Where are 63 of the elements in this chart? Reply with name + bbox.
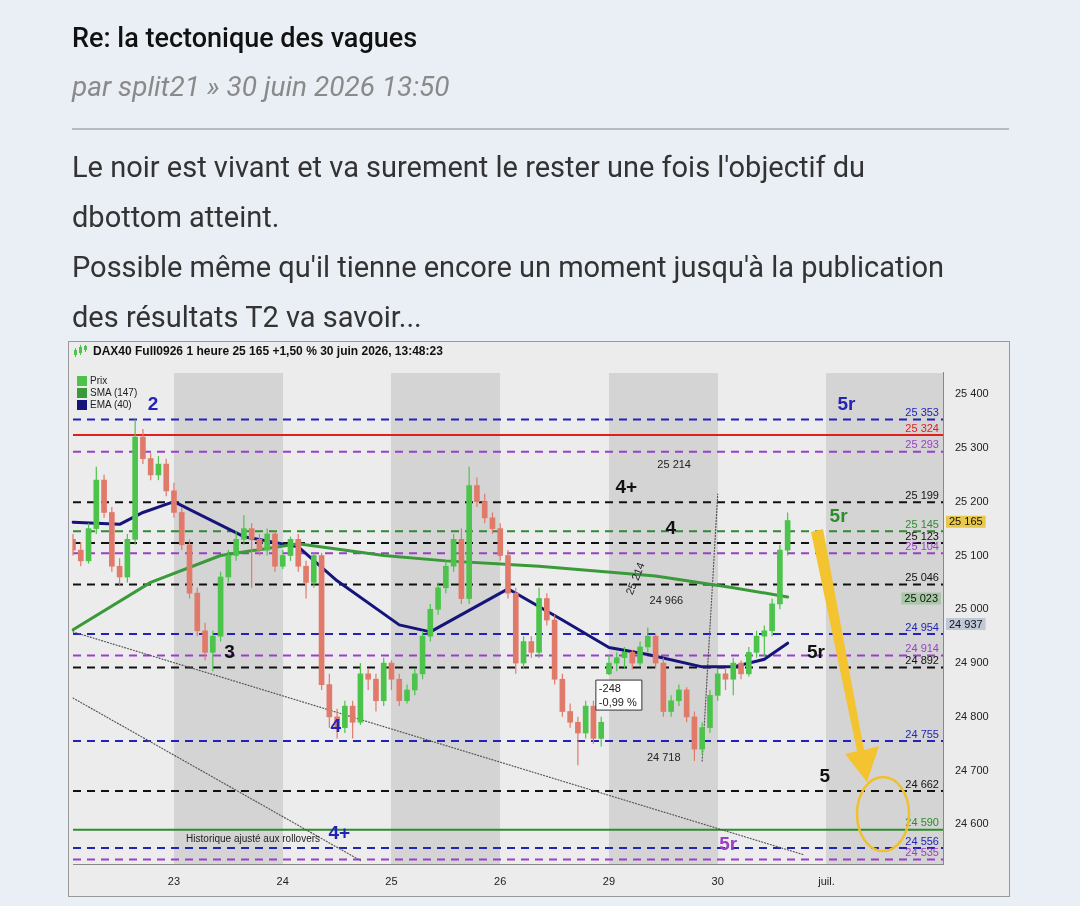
x-tick-label: 26 [494, 875, 507, 888]
annotation: -0,99 % [598, 696, 637, 709]
ref-line-label: 25 199 [905, 488, 939, 501]
annotation: 25 023 [904, 592, 939, 605]
candlestick [427, 603, 434, 643]
legend-label: Prix [90, 374, 108, 387]
y-tick-label: 25 100 [955, 548, 989, 561]
annotation: 5r [807, 641, 826, 663]
ref-line-label: 24 556 [905, 834, 939, 847]
candlestick [528, 635, 535, 659]
ref-line-label: 24 662 [905, 777, 939, 790]
annotation: 25 214 [657, 458, 691, 471]
ref-line-label: 24 892 [905, 653, 939, 666]
annotation: 4+ [615, 475, 638, 497]
text: Possible même qu'il tienne encore un moment jusqu'à la publication des résultats T2 va savoir... [72, 249, 946, 336]
y-tick-label: 25 300 [955, 440, 989, 453]
ref-line-label: 24 914 [905, 642, 939, 655]
ref-line-label: 25 104 [905, 539, 939, 552]
x-tick-label: juil. [817, 875, 835, 888]
y-tick-label: 25 000 [955, 602, 989, 615]
legend-label: EMA (40) [90, 398, 132, 411]
candlestick [295, 533, 302, 573]
ref-line-label: 25 046 [905, 571, 939, 584]
ref-line-label: 24 755 [905, 727, 939, 740]
ref-line-label: 25 324 [905, 421, 939, 434]
annotation: -248 [598, 682, 621, 695]
annotation: 5r [837, 393, 857, 415]
annotation: 2 [147, 393, 159, 415]
text: Le noir est vivant et va surement le rester une fois l'objectif du dbottom atteint. [72, 149, 867, 236]
annotation: 24 718 [646, 750, 681, 763]
chart-subtitle: par split21 » 30 juin 2026 13:50 [72, 70, 450, 103]
ref-line-label: 24 535 [905, 845, 939, 858]
x-tick-label: 25 [385, 875, 398, 888]
annotation: 5 [819, 764, 831, 786]
annotation: 4 [330, 714, 342, 736]
annotation: 24 966 [649, 593, 684, 606]
y-tick-label: 24 800 [955, 709, 989, 722]
ref-line-label: 25 353 [905, 405, 939, 418]
text: 24 937 [949, 617, 983, 630]
legend-label: SMA (147) [90, 386, 138, 399]
y-tick-label: 25 400 [955, 387, 989, 400]
x-tick-label: 30 [711, 875, 724, 888]
y-tick-label: 25 200 [955, 494, 989, 507]
ref-line-label: 24 954 [905, 620, 939, 633]
chart-title: Re: la tectonique des vagues [72, 22, 418, 54]
annotation: 25 214 [623, 560, 647, 597]
y-tick-label: 24 900 [955, 656, 989, 669]
annotation: 4 [665, 516, 677, 538]
ref-line-label: 25 293 [905, 438, 939, 451]
candlestick [310, 552, 317, 589]
x-tick-label: 23 [167, 875, 181, 888]
annotation: Historique ajusté aux rollovers [186, 832, 321, 844]
x-tick-label: 24 [276, 875, 289, 888]
text: DAX40 Full0926 1 heure 25 165 +1,50 % 30 juin 2026, 13:48:23 [93, 344, 443, 358]
y-tick-label: 24 600 [955, 817, 989, 830]
candlestick [279, 549, 286, 570]
ref-line-label: 25 123 [905, 529, 939, 542]
x-tick-label: 29 [602, 875, 616, 888]
ref-line-label: 25 145 [905, 517, 939, 530]
annotation: 5r [829, 505, 849, 527]
y-tick-label: 24 700 [955, 763, 989, 776]
text: 25 165 [949, 515, 983, 528]
candlestick [497, 522, 504, 562]
